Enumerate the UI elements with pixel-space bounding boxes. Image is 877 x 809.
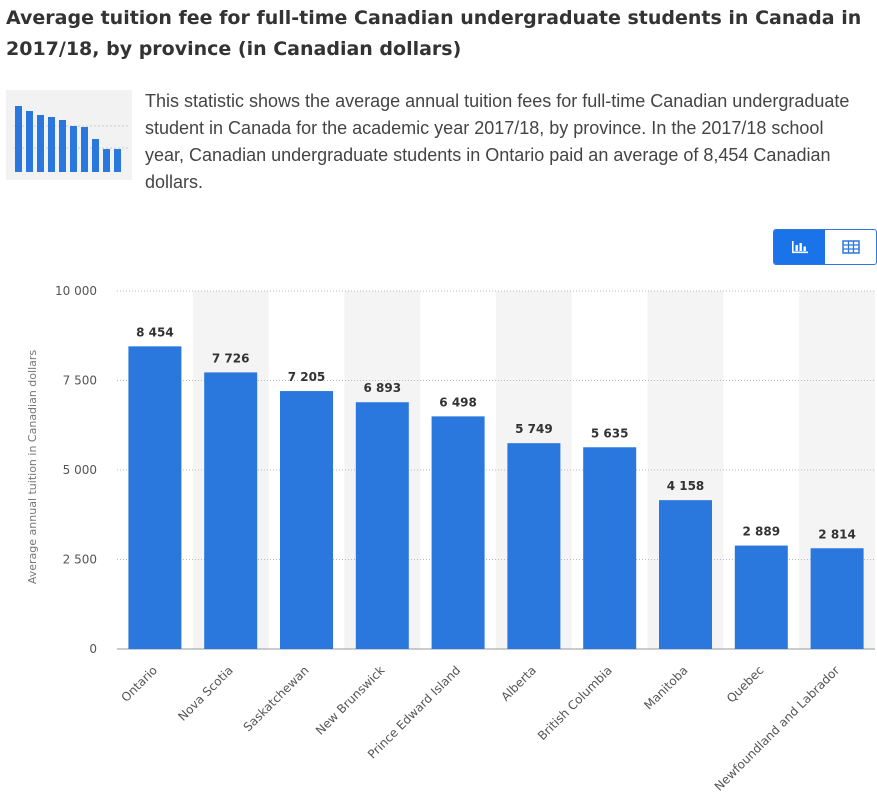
bar (431, 416, 485, 649)
table-view-button[interactable] (825, 230, 876, 264)
category-label: Manitoba (641, 663, 690, 712)
y-tick-label: 10 000 (55, 284, 97, 298)
value-label: 6 498 (439, 395, 477, 409)
category-label: Newfoundland and Labrador (712, 663, 843, 794)
bar (128, 346, 182, 649)
chart-view-button[interactable] (774, 230, 825, 264)
bar (204, 372, 258, 649)
value-label: 6 893 (364, 381, 402, 395)
value-label: 5 749 (515, 422, 553, 436)
category-label: Alberta (498, 663, 539, 704)
value-label: 8 454 (136, 325, 174, 339)
category-labels: Ontario Nova Scotia Saskatchewan New Brunsw… (119, 663, 843, 794)
value-label: 2 814 (818, 527, 856, 541)
bar (583, 447, 637, 649)
y-tick-label: 2 500 (63, 553, 97, 567)
bars (128, 346, 864, 649)
chart-thumbnail (6, 90, 132, 180)
category-label: British Columbia (535, 663, 615, 743)
y-tick-label: 0 (89, 642, 97, 656)
value-label: 4 158 (667, 479, 705, 493)
y-tick-label: 5 000 (63, 463, 97, 477)
bar (355, 402, 409, 649)
value-label: 5 635 (591, 426, 629, 440)
category-label: Saskatchewan (241, 663, 312, 734)
bar (507, 443, 561, 649)
view-toggle (773, 229, 877, 265)
value-label: 2 889 (743, 525, 781, 539)
value-label: 7 726 (212, 351, 250, 365)
category-label: Nova Scotia (175, 663, 235, 723)
value-labels: 8 454 7 726 7 205 6 893 6 498 5 749 5 635 4 158… (136, 325, 856, 541)
bar (810, 548, 864, 649)
y-axis-label: Average annual tuition in Canadian dolla… (26, 350, 39, 585)
y-tick-label: 7 500 (63, 374, 97, 388)
thumbnail-bars-icon (14, 106, 128, 172)
category-label: Ontario (119, 663, 161, 705)
chart-description: This statistic shows the average annual … (145, 91, 850, 192)
bar (734, 545, 788, 649)
chart-title: Average tuition fee for full-time Canadi… (6, 7, 862, 60)
bar (280, 391, 333, 649)
bar (659, 500, 712, 649)
value-label: 7 205 (288, 370, 326, 384)
bar-chart: 0 2 500 5 000 7 500 10 000 8 454 7 726 7 205 6 … (26, 284, 875, 794)
table-icon (841, 240, 860, 254)
bar-chart-icon (791, 241, 808, 254)
category-label: New Brunswick (313, 663, 388, 738)
y-axis-ticks: 0 2 500 5 000 7 500 10 000 (55, 284, 97, 656)
category-label: Quebec (724, 663, 766, 705)
